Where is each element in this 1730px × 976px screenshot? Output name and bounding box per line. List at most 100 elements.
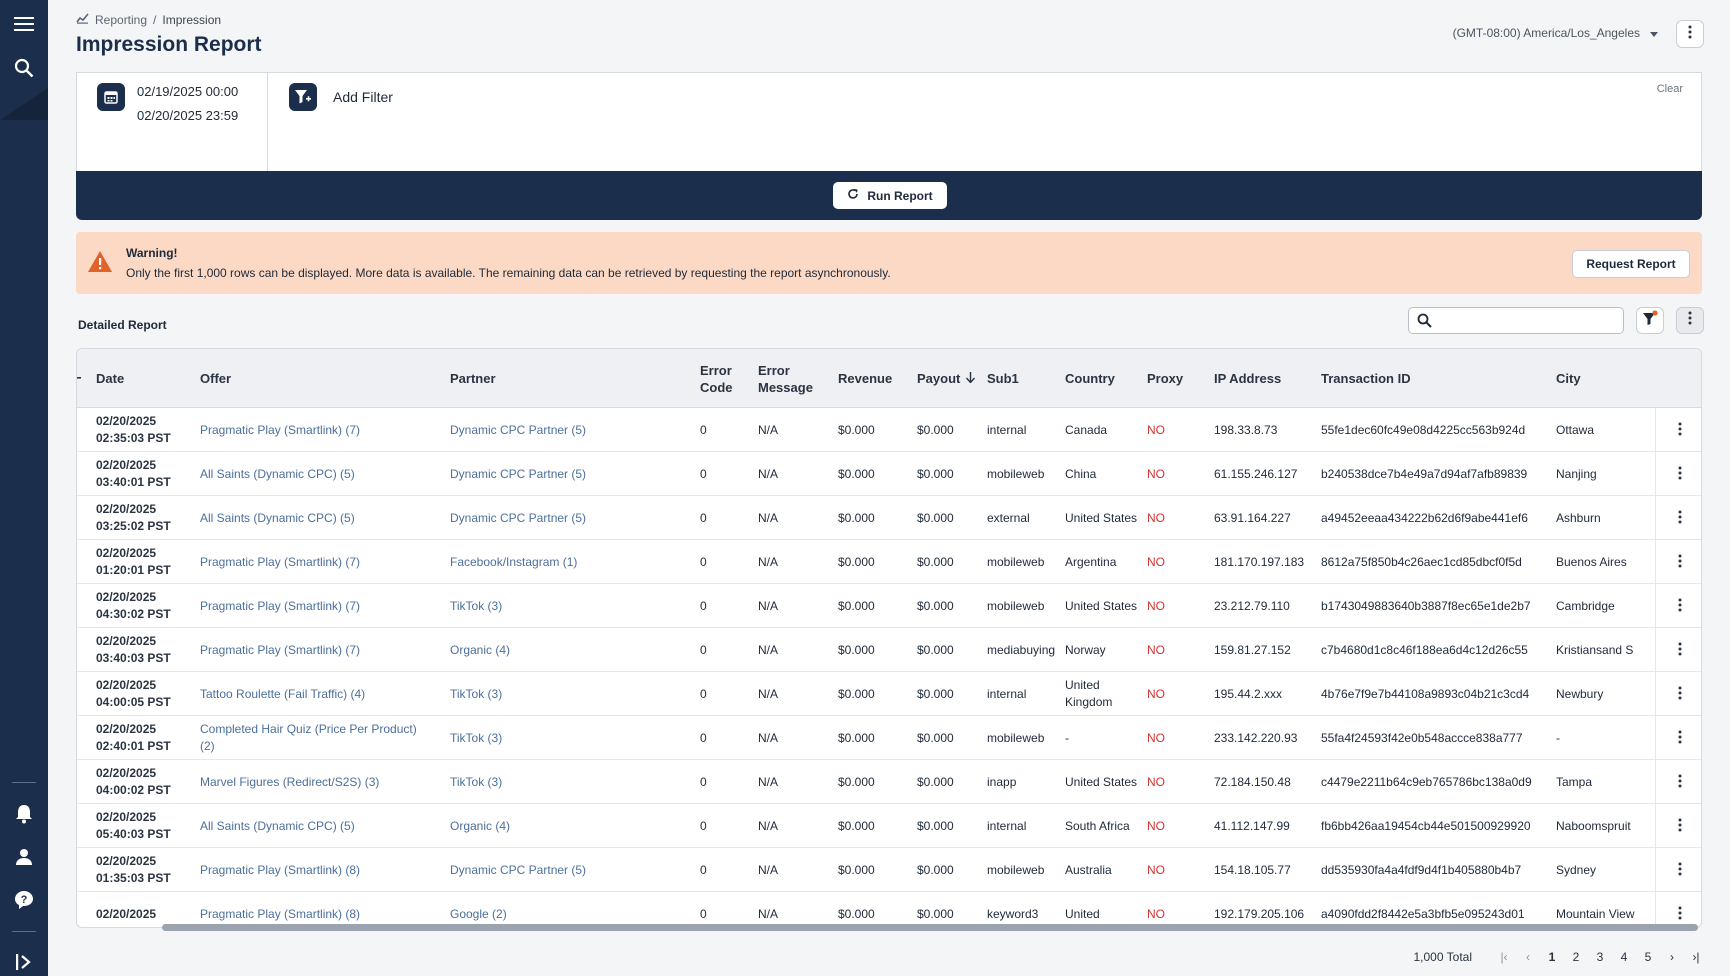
page-2[interactable]: 2 [1572,950,1580,964]
table-row[interactable]: 02/20/2025 03:40:01 PST All Saints (Dynami… [77,452,1701,496]
table-row[interactable]: 02/20/2025 04:30:02 PST Pragmatic Play (Sm… [77,584,1701,628]
row-options-button[interactable] [1655,804,1701,848]
header-revenue[interactable]: Revenue [838,371,893,386]
cell-offer[interactable]: Pragmatic Play (Smartlink) (7) [200,642,361,657]
bell-icon[interactable] [12,802,36,826]
run-report-button[interactable]: Run Report [833,182,947,209]
expand-sidebar-icon[interactable] [12,950,36,974]
table-row[interactable]: 02/20/2025 02:35:03 PST Pragmatic Play (Sm… [77,408,1701,452]
table-row[interactable]: 02/20/2025 04:00:02 PST Marvel Figures (Re… [77,760,1701,804]
cell-partner[interactable]: Organic (4) [450,818,511,833]
table-row[interactable]: 02/20/2025 02:40:01 PST Completed Hair Qui… [77,716,1701,760]
row-options-button[interactable] [1655,452,1701,496]
user-icon[interactable] [12,845,36,869]
cell-country: United States [1065,510,1138,525]
row-options-button[interactable] [1655,760,1701,804]
cell-offer[interactable]: Pragmatic Play (Smartlink) (8) [200,862,361,877]
page-4[interactable]: 4 [1620,950,1628,964]
cell-revenue: $0.000 [838,906,875,921]
page-options-button[interactable] [1676,20,1704,48]
header-ip-address[interactable]: IP Address [1214,371,1282,386]
cell-offer[interactable]: Marvel Figures (Redirect/S2S) (3) [200,774,380,789]
header-date[interactable]: Date [96,371,125,386]
cell-revenue: $0.000 [838,774,875,789]
page-3[interactable]: 3 [1596,950,1604,964]
cell-partner[interactable]: TikTok (3) [450,598,503,613]
cell-partner[interactable]: Dynamic CPC Partner (5) [450,862,587,877]
header-error-code[interactable]: Error Code [700,349,733,408]
cell-revenue: $0.000 [838,818,875,833]
row-options-button[interactable] [1655,496,1701,540]
last-page-icon[interactable]: ›| [1692,950,1700,964]
row-options-button[interactable] [1655,408,1701,452]
row-options-button[interactable] [1655,584,1701,628]
table-row[interactable]: 02/20/2025 03:25:02 PST All Saints (Dynami… [77,496,1701,540]
table-row[interactable]: 02/20/2025 04:00:05 PST Tattoo Roulette (F… [77,672,1701,716]
table-row[interactable]: 02/20/2025 Pragmatic Play (Smartlink) (8)… [77,892,1701,927]
row-options-button[interactable] [1655,672,1701,716]
header-transaction-id[interactable]: Transaction ID [1321,371,1411,386]
page-5[interactable]: 5 [1644,950,1652,964]
cell-offer[interactable]: Pragmatic Play (Smartlink) (8) [200,906,361,921]
column-resize-handle[interactable] [77,349,81,408]
hamburger-icon[interactable] [12,12,36,36]
table-options-button[interactable] [1676,307,1704,334]
help-icon[interactable]: ? [12,888,36,912]
header-offer[interactable]: Offer [200,371,232,386]
cell-partner[interactable]: TikTok (3) [450,774,503,789]
breadcrumb-parent[interactable]: Reporting [95,12,148,27]
header-error-code-line2: Code [700,379,733,395]
request-report-button[interactable]: Request Report [1572,250,1690,278]
cell-partner[interactable]: Dynamic CPC Partner (5) [450,422,587,437]
cell-date-time: 02:35:03 PST [96,431,171,445]
search-input[interactable] [1437,311,1617,330]
header-sub1[interactable]: Sub1 [987,371,1019,386]
cell-partner[interactable]: TikTok (3) [450,686,503,701]
header-city[interactable]: City [1556,371,1581,386]
next-page-icon[interactable]: › [1670,950,1674,964]
row-options-button[interactable] [1655,716,1701,760]
table-row[interactable]: 02/20/2025 03:40:03 PST Pragmatic Play (Sm… [77,628,1701,672]
cell-offer[interactable]: All Saints (Dynamic CPC) (5) [200,510,355,525]
cell-partner[interactable]: Organic (4) [450,642,511,657]
search-icon[interactable] [12,56,36,80]
row-options-button[interactable] [1655,892,1701,927]
first-page-icon[interactable]: |‹ [1500,950,1508,964]
add-filter-button[interactable]: Add Filter [333,89,393,105]
filter-button[interactable] [1636,307,1664,334]
prev-page-icon[interactable]: ‹ [1526,950,1530,964]
row-options-button[interactable] [1655,540,1701,584]
clear-button[interactable]: Clear [1656,83,1683,95]
header-proxy[interactable]: Proxy [1147,371,1184,386]
header-error-message[interactable]: Error Message [758,349,813,408]
cell-offer[interactable]: All Saints (Dynamic CPC) (5) [200,818,355,833]
cell-offer[interactable]: All Saints (Dynamic CPC) (5) [200,466,355,481]
cell-partner[interactable]: Dynamic CPC Partner (5) [450,510,587,525]
timezone-select[interactable]: (GMT-08:00) America/Los_Angeles [1453,26,1658,40]
cell-partner[interactable]: Dynamic CPC Partner (5) [450,466,587,481]
cell-country: China [1065,466,1097,481]
table-row[interactable]: 02/20/2025 01:20:01 PST Pragmatic Play (Sm… [77,540,1701,584]
header-payout[interactable]: Payout [917,349,976,408]
date-range-picker[interactable]: 02/19/2025 00:00 02/20/2025 23:59 [77,73,268,173]
table-search[interactable] [1408,307,1624,334]
header-country[interactable]: Country [1065,371,1115,386]
cell-offer[interactable]: Tattoo Roulette (Fail Traffic) (4) [200,686,366,701]
header-partner[interactable]: Partner [450,371,496,386]
cell-partner[interactable]: Google (2) [450,906,507,921]
cell-offer[interactable]: Pragmatic Play (Smartlink) (7) [200,422,361,437]
table-row[interactable]: 02/20/2025 01:35:03 PST Pragmatic Play (Sm… [77,848,1701,892]
table-row[interactable]: 02/20/2025 05:40:03 PST All Saints (Dynami… [77,804,1701,848]
horizontal-scrollbar[interactable] [112,924,1702,932]
cell-offer[interactable]: Pragmatic Play (Smartlink) (7) [200,598,361,613]
cell-partner[interactable]: Facebook/Instagram (1) [450,554,578,569]
scrollbar-thumb[interactable] [162,924,1698,931]
row-options-button[interactable] [1655,628,1701,672]
page-1[interactable]: 1 [1548,950,1556,964]
cell-proxy: NO [1147,818,1165,833]
row-options-button[interactable] [1655,848,1701,892]
filter-plus-icon[interactable] [289,83,317,111]
cell-offer[interactable]: Completed Hair Quiz (Price Per Product) … [200,722,417,753]
cell-offer[interactable]: Pragmatic Play (Smartlink) (7) [200,554,361,569]
cell-partner[interactable]: TikTok (3) [450,730,503,745]
